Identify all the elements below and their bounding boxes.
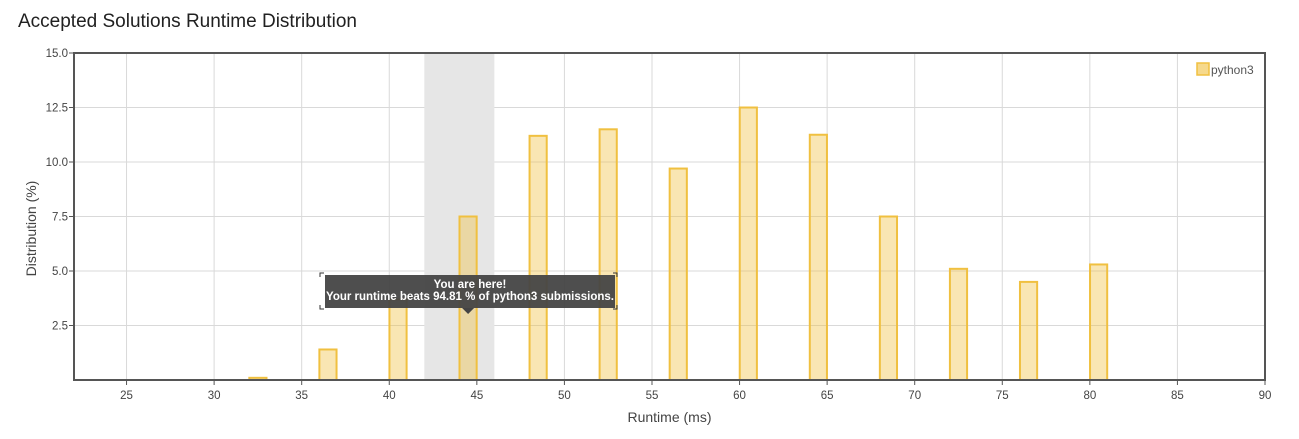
x-tick-label: 75 [996, 390, 1009, 402]
legend-swatch-python3 [1196, 62, 1210, 76]
x-tick-label: 90 [1259, 390, 1272, 402]
legend[interactable]: python3 [1196, 62, 1254, 77]
bar-python3-12[interactable] [1089, 263, 1109, 381]
tooltip-box [325, 275, 615, 308]
y-axis-title: Distribution (%) [23, 181, 39, 277]
x-tick-label: 35 [295, 390, 308, 402]
bar-python3-5[interactable] [598, 128, 618, 381]
bar-python3-8[interactable] [808, 133, 828, 381]
x-tick-label: 50 [558, 390, 571, 402]
bar-python3-2[interactable] [388, 298, 408, 381]
y-tick-label: 10.0 [46, 157, 68, 169]
tooltip-arrow [462, 308, 475, 314]
tooltip-title: You are here! [434, 279, 507, 291]
y-tick-label: 2.5 [52, 321, 68, 333]
x-tick-label: 55 [646, 390, 659, 402]
bar-python3-7[interactable] [738, 106, 758, 381]
bar-python3-1[interactable] [318, 348, 338, 382]
x-tick-label: 70 [908, 390, 921, 402]
bar-python3-10[interactable] [948, 267, 969, 382]
y-tick-label: 15.0 [46, 48, 68, 60]
x-tick-label: 85 [1171, 390, 1184, 402]
page-title: Accepted Solutions Runtime Distribution [18, 11, 358, 32]
runtime-tooltip: You are here! Your runtime beats 94.81 %… [319, 272, 618, 314]
x-tick-label: 30 [208, 390, 221, 402]
bar-python3-9[interactable] [878, 215, 899, 381]
x-tick-label: 40 [383, 390, 396, 402]
tooltip-corner-marks [319, 272, 618, 310]
y-tick-label: 7.5 [52, 212, 68, 224]
x-axis-title: Runtime (ms) [627, 409, 711, 425]
y-tick-label: 5.0 [52, 266, 68, 278]
tooltip-text: Your runtime beats 94.81 % of python3 su… [326, 291, 614, 303]
x-tick-label: 60 [733, 390, 746, 402]
x-tick-label: 65 [821, 390, 834, 402]
legend-label-python3: python3 [1211, 63, 1254, 77]
bar-python3-11[interactable] [1018, 280, 1039, 381]
bar-python3-6[interactable] [668, 167, 688, 381]
x-tick-label: 80 [1083, 390, 1096, 402]
y-tick-label: 12.5 [46, 103, 68, 115]
bar-python3-4[interactable] [528, 134, 548, 381]
x-tick-label: 25 [120, 390, 133, 402]
x-tick-label: 45 [470, 390, 483, 402]
